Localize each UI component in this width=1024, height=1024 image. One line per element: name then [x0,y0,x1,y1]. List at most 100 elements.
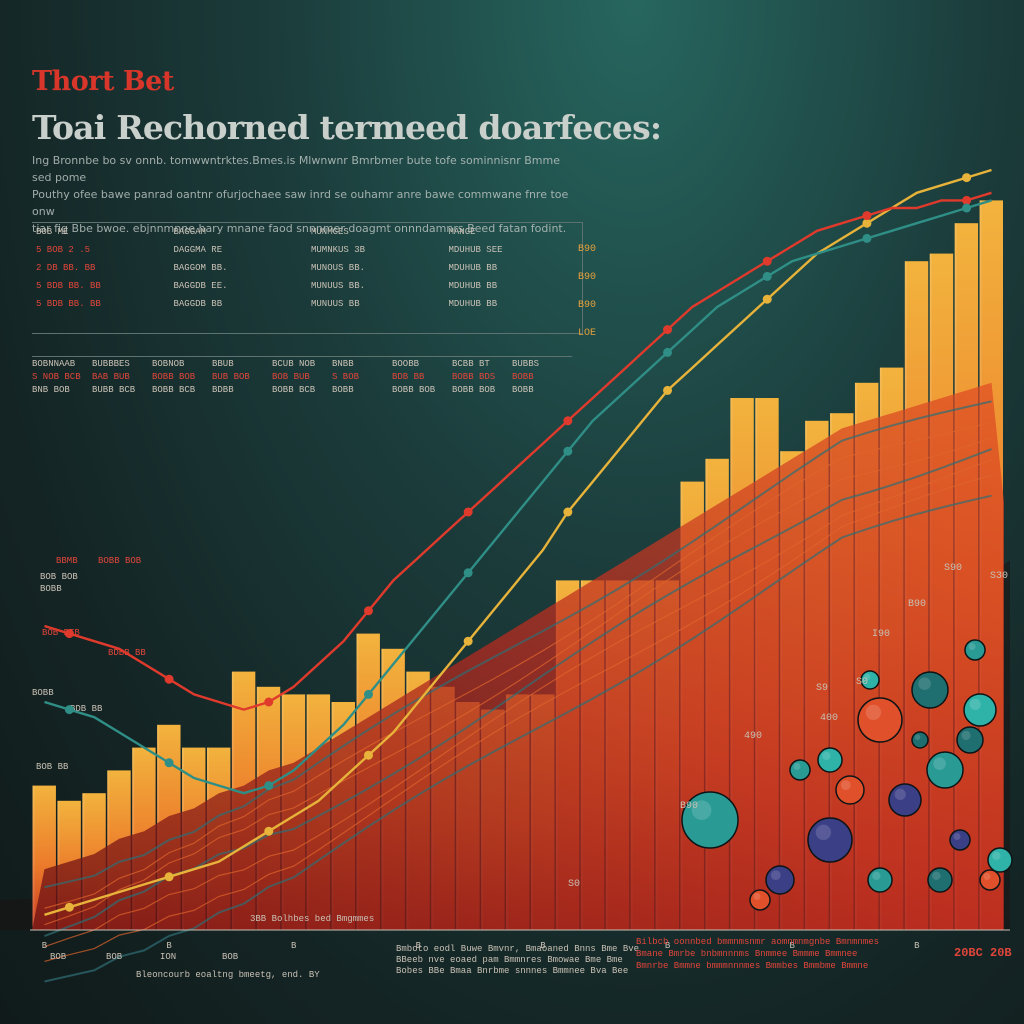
ribbon-strand [44,459,992,948]
right-tick-label: S9 [816,683,828,694]
footer-note-line: Bmboto eodl Buwe Bmvnr, Bmaoaned Bnns Bm… [396,944,640,954]
table-cell: BNB BOB [32,384,70,395]
ribbon-strand [44,421,992,909]
right-tick-label: B90 [680,801,698,812]
series-point [463,636,473,646]
table-cell: MDUHUB BB [448,281,498,291]
table-cell: 5 BDB BB. BB [36,281,101,291]
gem [949,829,971,851]
footer-note-line: BBeeb nve eoaed pam Bmmnres Bmowae Bme B… [396,955,623,965]
table-cell: DAGGMA RE [173,245,223,255]
x-tick-label: B [789,941,795,951]
gem-highlight [815,824,832,840]
table-row: 5 BDB BB. BB BAGGDB EE. MUNUUS BB. MDUHU… [32,277,582,295]
series-point [64,629,74,639]
table-cell: BOBB BOB [152,371,196,382]
gem-highlight [969,698,981,711]
table-cell: MUNUUS BB [311,299,360,309]
gem [927,867,953,893]
gem [979,869,1001,891]
x-tick-label: B [166,941,172,951]
table-cell: BDBB [212,384,234,395]
table-cell: MDUHUB BB [448,263,498,273]
gem-highlight [933,757,946,770]
table-cell: BOBB BDS [452,371,496,382]
series-point [663,347,673,357]
series-point [463,507,473,517]
ribbon-strand [44,494,992,983]
series-point [663,325,673,335]
series-point [64,705,74,715]
x-tick-label: BOB [222,952,239,962]
gem-highlight [822,751,831,760]
footer-note-line: Bobes BBe Bmaa Bnrbme snnnes Bmmnee Bva … [396,966,629,976]
side-label: BDB BB [70,704,103,714]
gem [987,847,1013,873]
ribbon-group [32,382,1004,983]
side-label: BOB BEB [42,628,80,638]
description-line: tiar fig Bbe bwoe. ebjnnmnne hary mnane … [32,222,567,235]
table-cell: MDUHUB BB [448,299,498,309]
table-header-row: BOBNNAAB BUBBBES BOBNOB BBUB BCUB NOB BN… [32,357,572,370]
side-label: BBMB [56,556,78,566]
gem-highlight [894,788,906,801]
series-line [44,191,992,711]
series-point [563,446,573,456]
side-label: BOBB BOB [98,556,142,566]
table-header: MANGE [448,227,476,237]
ribbon-area [32,382,1004,930]
table-cell: 2 DB BB. BB [36,263,96,273]
x-tick-label: ION [160,952,177,962]
gem-highlight [793,763,801,770]
table-cell: S BOB [332,371,360,382]
series-point [363,689,373,699]
gem [749,889,771,911]
x-tick-label: B [540,941,546,951]
gem-highlight [961,730,971,740]
table-cell: BAGGDB BB [173,299,223,309]
gem-highlight [753,893,761,900]
gem-highlight [992,851,1001,860]
gems-group [681,639,1013,911]
table-header-row: BOB ME BAGGAM MUNMGES MANGE [32,223,582,241]
series-point [164,674,174,684]
series-point [363,750,373,760]
table-cell: BOBB [512,371,534,382]
table-cell: BDB BB [392,371,425,382]
side-label: BOBB [32,688,54,698]
table-row: 2 DB BB. BB BAGGOM BB. MUNOUS BB. MDUHUB… [32,259,582,277]
right-tick-label: I90 [872,629,890,640]
gem-highlight [872,871,881,880]
series-point [264,697,274,707]
table-header: BCUB NOB [272,358,316,369]
gem-highlight [770,870,781,880]
table-cell: BOBB BOB [392,384,436,395]
series-point [862,218,872,228]
gem [681,791,739,849]
right-tick-label: S90 [944,563,962,574]
table-cell: BOBB BOB [452,384,496,395]
table-cell: BAB BUB [92,371,130,382]
gem-highlight [983,873,991,880]
table-cell: MUNOUS BB. [311,263,366,273]
gem-highlight [914,734,921,740]
chart-kicker: Thort Bet [32,66,174,97]
table-cell: BOBB [332,384,354,395]
series-point [962,195,972,205]
side-label: BOBB [40,584,62,594]
series-point [762,256,772,266]
footer-note-line: Bmnrbe Bmmne bmmmnnnmes Bmmbes Bmmbme Bm… [636,961,869,971]
right-tick-label: B90 [908,599,926,610]
gem-highlight [865,704,882,720]
table-cell: BAGGDB EE. [173,281,228,291]
table-cell: MUNUUS BB. [311,281,366,291]
table-cell: 5 BDB BB. BB [36,299,101,309]
table-cell: MDUHUB SEE [448,245,503,255]
table-row: BNB BOB BUBB BCB BOBB BCB BDBB BOBB BCB … [32,383,572,396]
series-point [663,385,673,395]
description-line: Pouthy ofee bawe panrad oantnr ofurjocha… [32,188,569,218]
detail-table: BOBNNAAB BUBBBES BOBNOB BBUB BCUB NOB BN… [32,356,572,396]
x-tick-label: BOB [50,952,67,962]
chart-description: Ing Bronnbe bo sv onnb. tomwwntrktes.Bme… [32,152,572,237]
gem [807,817,853,863]
